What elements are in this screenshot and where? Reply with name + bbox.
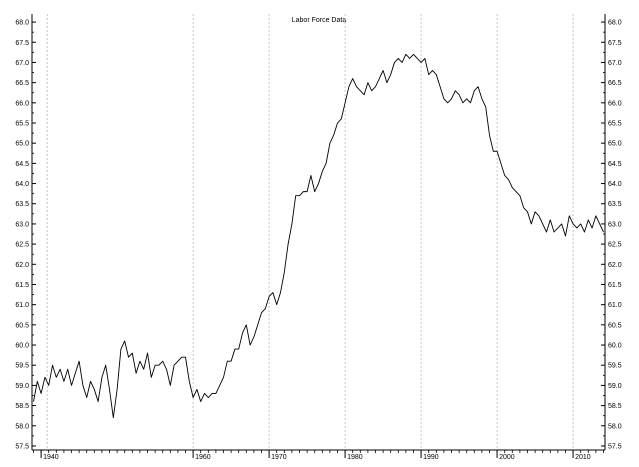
- y-tick-label-left: 60.5: [15, 322, 29, 329]
- y-tick-label-right: 62.5: [608, 242, 622, 249]
- y-tick-label-left: 67.5: [15, 40, 29, 47]
- y-tick-label-right: 67.5: [608, 40, 622, 47]
- y-tick-label-left: 68.0: [15, 20, 29, 27]
- y-tick-label-right: 59.5: [608, 363, 622, 370]
- x-tick-label: 2010: [575, 454, 591, 461]
- y-tick-label-right: 68.0: [608, 20, 622, 27]
- y-tick-label-left: 64.0: [15, 181, 29, 188]
- y-tick-label-right: 66.0: [608, 100, 622, 107]
- y-tick-label-left: 63.5: [15, 201, 29, 208]
- y-tick-label-left: 63.0: [15, 221, 29, 228]
- x-tick-label: 1980: [347, 454, 363, 461]
- y-tick-label-left: 61.5: [15, 282, 29, 289]
- y-tick-label-left: 65.0: [15, 141, 29, 148]
- y-tick-label-right: 58.5: [608, 403, 622, 410]
- y-tick-label-left: 66.0: [15, 100, 29, 107]
- y-tick-label-left: 58.0: [15, 423, 29, 430]
- y-tick-label-left: 58.5: [15, 403, 29, 410]
- y-tick-label-right: 66.5: [608, 80, 622, 87]
- y-tick-label-right: 58.0: [608, 423, 622, 430]
- y-tick-label-right: 67.0: [608, 60, 622, 67]
- y-tick-label-left: 67.0: [15, 60, 29, 67]
- y-tick-label-right: 59.0: [608, 383, 622, 390]
- y-tick-label-right: 63.0: [608, 221, 622, 228]
- y-tick-label-right: 65.5: [608, 121, 622, 128]
- y-tick-label-left: 60.0: [15, 343, 29, 350]
- y-tick-label-left: 66.5: [15, 80, 29, 87]
- y-tick-label-right: 65.0: [608, 141, 622, 148]
- y-tick-label-left: 62.5: [15, 242, 29, 249]
- y-tick-label-right: 60.5: [608, 322, 622, 329]
- y-tick-label-left: 59.5: [15, 363, 29, 370]
- x-tick-label: 1940: [43, 454, 59, 461]
- x-tick-label: 1990: [423, 454, 439, 461]
- y-tick-label-left: 62.0: [15, 262, 29, 269]
- y-tick-label-right: 63.5: [608, 201, 622, 208]
- x-tick-label: 1970: [271, 454, 287, 461]
- y-tick-label-left: 65.5: [15, 121, 29, 128]
- y-tick-label-left: 64.5: [15, 161, 29, 168]
- y-tick-label-right: 61.5: [608, 282, 622, 289]
- y-tick-label-right: 64.5: [608, 161, 622, 168]
- x-tick-label: 1960: [195, 454, 211, 461]
- y-tick-label-left: 59.0: [15, 383, 29, 390]
- y-tick-label-right: 57.5: [608, 443, 622, 450]
- x-tick-label: 2000: [499, 454, 515, 461]
- y-tick-label-left: 57.5: [15, 443, 29, 450]
- y-tick-label-right: 60.0: [608, 343, 622, 350]
- chart-title: Labor Force Data: [292, 17, 347, 24]
- y-tick-label-right: 62.0: [608, 262, 622, 269]
- y-tick-label-right: 61.0: [608, 302, 622, 309]
- y-tick-label-right: 64.0: [608, 181, 622, 188]
- y-tick-label-left: 61.0: [15, 302, 29, 309]
